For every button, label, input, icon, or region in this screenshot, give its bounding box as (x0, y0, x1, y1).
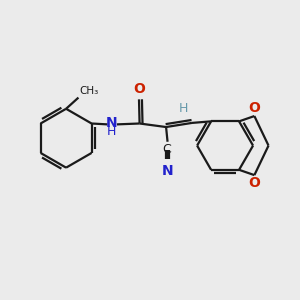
Text: O: O (248, 176, 260, 190)
Text: N: N (162, 164, 173, 178)
Text: O: O (133, 82, 145, 95)
Text: N: N (106, 116, 117, 130)
Text: CH₃: CH₃ (80, 86, 99, 96)
Text: H: H (179, 102, 188, 115)
Text: O: O (248, 101, 260, 115)
Text: H: H (107, 125, 116, 138)
Text: C: C (163, 143, 171, 156)
